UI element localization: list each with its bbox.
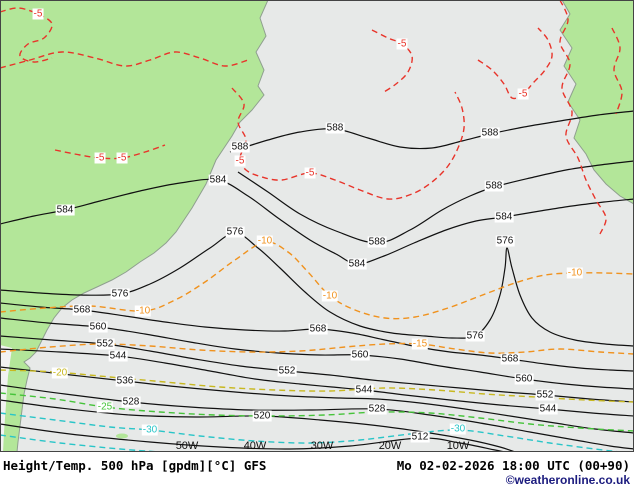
height-contour (0, 232, 634, 347)
weather-map: 588 588 588 588 588 584 584 584 584 576 576 576 576 5… (0, 0, 634, 452)
south-america-landmass (0, 0, 269, 452)
falkland-islands (116, 433, 128, 439)
temperature-contour (371, 29, 413, 93)
temperature-contour (611, 27, 623, 115)
height-contour (0, 335, 634, 403)
temperature-contour (477, 27, 553, 100)
temperature-contour (0, 434, 161, 452)
height-contour (0, 317, 634, 390)
temperature-contour (231, 87, 465, 200)
height-contour (0, 423, 506, 452)
temperature-contour (54, 144, 166, 160)
temperature-contour (0, 7, 53, 63)
temperature-contour (0, 369, 634, 403)
height-contour (0, 399, 516, 452)
map-footer: Height/Temp. 500 hPa [gpdm][°C] GFS Mo 0… (0, 452, 634, 490)
copyright-notice: ©weatheronline.co.uk (505, 473, 630, 487)
temperature-contour (559, 0, 607, 235)
map-canvas (0, 0, 634, 452)
height-contour (0, 348, 634, 417)
temperature-contour (0, 51, 249, 69)
temperature-contour (0, 342, 634, 355)
height-contour (229, 110, 634, 153)
height-contour (237, 160, 634, 244)
temperature-contour (0, 412, 621, 452)
height-contour (0, 302, 634, 372)
andes-mountains (0, 345, 12, 452)
height-contour (0, 178, 634, 265)
forecast-datetime: Mo 02-02-2026 18:00 UTC (00+90) (396, 458, 630, 473)
map-title: Height/Temp. 500 hPa [gpdm][°C] GFS (3, 458, 267, 473)
africa-landmass (559, 0, 634, 205)
